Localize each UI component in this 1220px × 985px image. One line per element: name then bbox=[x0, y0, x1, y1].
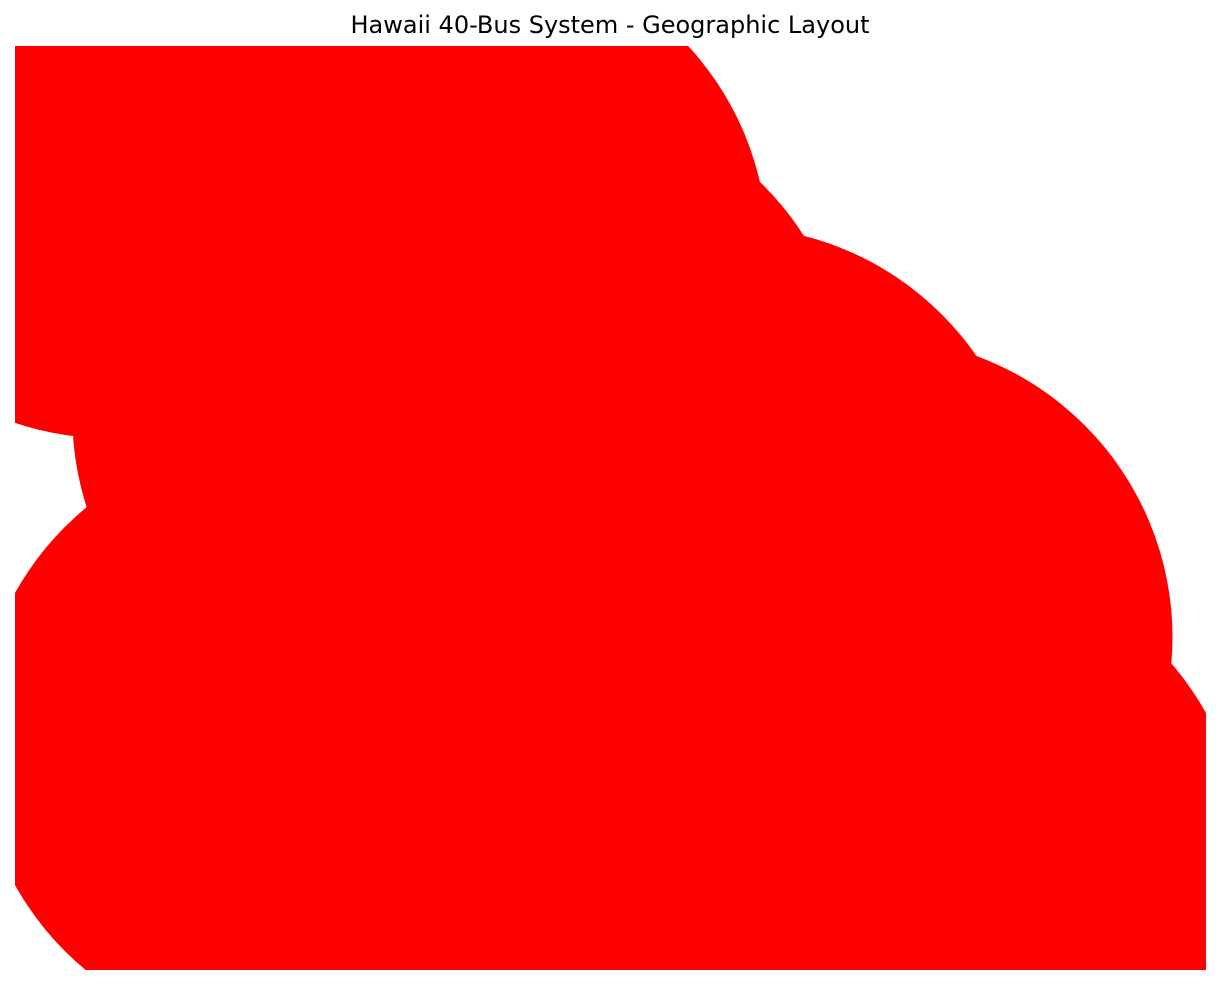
bus-marker-10 bbox=[644, 559, 1206, 970]
chart-title: Hawaii 40-Bus System - Geographic Layout bbox=[350, 11, 870, 39]
